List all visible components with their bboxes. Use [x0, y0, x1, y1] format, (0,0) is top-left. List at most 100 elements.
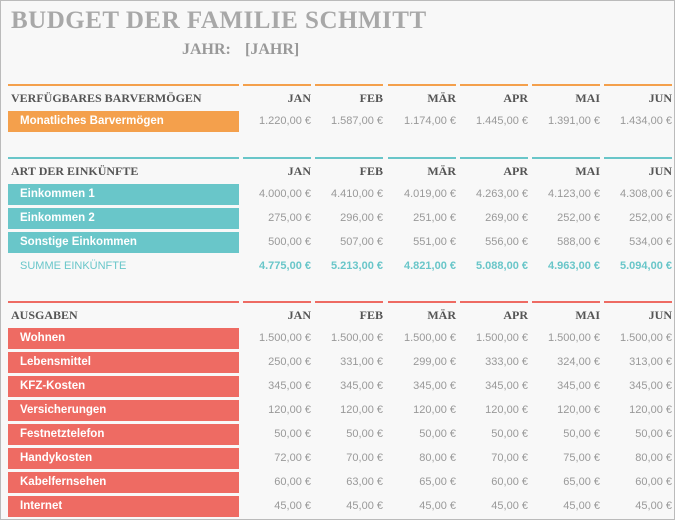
section-rule	[243, 84, 311, 86]
cell-value: 269,00 €	[485, 212, 528, 224]
total-value: 4.821,00 €	[404, 260, 456, 272]
year-value: [JAHR]	[245, 41, 300, 58]
section-rule	[8, 301, 239, 303]
total-label: SUMME EINKÜNFTE	[20, 260, 127, 272]
year-label: JAHR:	[182, 41, 231, 58]
row-label: Handykosten	[8, 448, 239, 469]
cell-value: 80,00 €	[419, 452, 456, 464]
cell-value: 45,00 €	[274, 500, 311, 512]
cell-value: 299,00 €	[413, 356, 456, 368]
row-label: Einkommen 1	[8, 184, 239, 205]
section-title: AUSGABEN	[11, 308, 78, 322]
row-label: Wohnen	[8, 328, 239, 349]
row-label: Sonstige Einkommen	[8, 232, 239, 253]
cell-value: 345,00 €	[557, 380, 600, 392]
cell-value: 1.500,00 €	[331, 332, 383, 344]
cell-value: 50,00 €	[346, 428, 383, 440]
month-header: FEB	[359, 164, 383, 178]
section-rule	[315, 157, 383, 159]
cell-value: 80,00 €	[635, 452, 672, 464]
cell-value: 120,00 €	[340, 404, 383, 416]
cell-value: 345,00 €	[629, 380, 672, 392]
row-label: Festnetztelefon	[8, 424, 239, 445]
row-label: Lebensmittel	[8, 352, 239, 373]
cell-value: 500,00 €	[268, 236, 311, 248]
cell-value: 1.500,00 €	[404, 332, 456, 344]
cell-value: 70,00 €	[491, 452, 528, 464]
cell-value: 50,00 €	[491, 428, 528, 440]
cell-value: 50,00 €	[635, 428, 672, 440]
cell-value: 75,00 €	[563, 452, 600, 464]
cell-value: 1.445,00 €	[476, 115, 528, 127]
row-label: Versicherungen	[8, 400, 239, 421]
total-value: 4.775,00 €	[259, 260, 311, 272]
month-header: MÄR	[427, 164, 456, 178]
month-header: JAN	[287, 164, 311, 178]
cell-value: 60,00 €	[274, 476, 311, 488]
cell-value: 252,00 €	[557, 212, 600, 224]
month-header: JAN	[287, 308, 311, 322]
cell-value: 1.500,00 €	[620, 332, 672, 344]
cell-value: 331,00 €	[340, 356, 383, 368]
cell-value: 50,00 €	[419, 428, 456, 440]
section-title: ART DER EINKÜNFTE	[11, 164, 139, 178]
cell-value: 45,00 €	[563, 500, 600, 512]
cell-value: 324,00 €	[557, 356, 600, 368]
section-rule	[315, 301, 383, 303]
month-header: APR	[503, 91, 528, 105]
section-rule	[388, 157, 456, 159]
cell-value: 588,00 €	[557, 236, 600, 248]
cell-value: 120,00 €	[268, 404, 311, 416]
cell-value: 507,00 €	[340, 236, 383, 248]
cell-value: 4.263,00 €	[476, 188, 528, 200]
cell-value: 65,00 €	[419, 476, 456, 488]
cell-value: 50,00 €	[563, 428, 600, 440]
cell-value: 1.174,00 €	[404, 115, 456, 127]
section-rule	[460, 157, 528, 159]
cell-value: 4.019,00 €	[404, 188, 456, 200]
section-rule	[460, 301, 528, 303]
cell-value: 120,00 €	[557, 404, 600, 416]
month-header: MAI	[575, 308, 600, 322]
section-title: VERFÜGBARES BARVERMÖGEN	[11, 91, 202, 105]
cell-value: 1.220,00 €	[259, 115, 311, 127]
cell-value: 296,00 €	[340, 212, 383, 224]
cell-value: 1.587,00 €	[331, 115, 383, 127]
total-value: 5.213,00 €	[331, 260, 383, 272]
section-rule	[243, 157, 311, 159]
cell-value: 4.123,00 €	[548, 188, 600, 200]
month-header: JUN	[648, 164, 672, 178]
month-header: JAN	[287, 91, 311, 105]
total-value: 4.963,00 €	[548, 260, 600, 272]
cell-value: 1.500,00 €	[548, 332, 600, 344]
cell-value: 333,00 €	[485, 356, 528, 368]
row-label: Monatliches Barvermögen	[8, 111, 239, 132]
month-header: JUN	[648, 308, 672, 322]
cell-value: 275,00 €	[268, 212, 311, 224]
section-rule	[532, 84, 600, 86]
cell-value: 1.434,00 €	[620, 115, 672, 127]
section-rule	[460, 84, 528, 86]
cell-value: 1.500,00 €	[259, 332, 311, 344]
row-label: Internet	[8, 496, 239, 517]
section-rule	[315, 84, 383, 86]
month-header: FEB	[359, 308, 383, 322]
cell-value: 252,00 €	[629, 212, 672, 224]
cell-value: 65,00 €	[563, 476, 600, 488]
section-rule	[604, 157, 672, 159]
cell-value: 70,00 €	[346, 452, 383, 464]
cell-value: 345,00 €	[413, 380, 456, 392]
section-rule	[8, 157, 239, 159]
cell-value: 120,00 €	[485, 404, 528, 416]
month-header: MAI	[575, 91, 600, 105]
cell-value: 45,00 €	[635, 500, 672, 512]
section-rule	[532, 301, 600, 303]
cell-value: 1.391,00 €	[548, 115, 600, 127]
month-header: APR	[503, 308, 528, 322]
cell-value: 551,00 €	[413, 236, 456, 248]
section-rule	[604, 84, 672, 86]
cell-value: 250,00 €	[268, 356, 311, 368]
cell-value: 4.410,00 €	[331, 188, 383, 200]
cell-value: 60,00 €	[491, 476, 528, 488]
